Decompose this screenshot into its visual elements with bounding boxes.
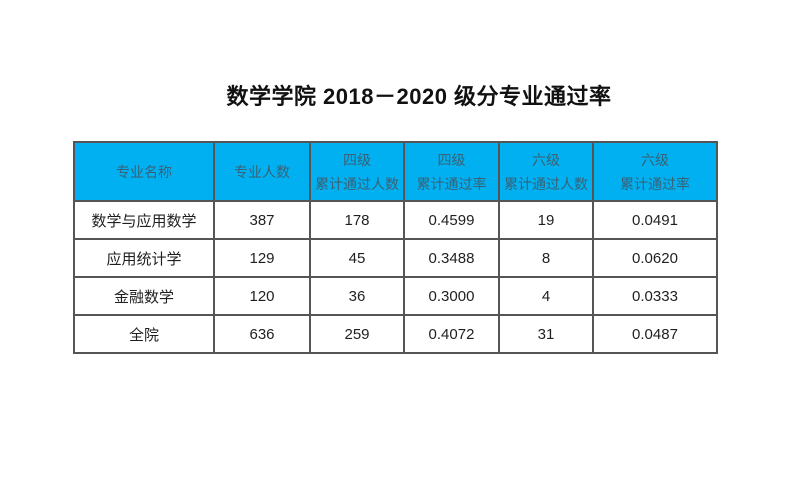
column-header-major-name: 专业名称 bbox=[73, 141, 215, 202]
value-cell: 0.0487 bbox=[592, 314, 718, 354]
value-cell: 4 bbox=[498, 276, 594, 316]
value-cell: 31 bbox=[498, 314, 594, 354]
value-cell: 0.3000 bbox=[403, 276, 500, 316]
value-cell: 259 bbox=[309, 314, 405, 354]
value-cell: 0.0333 bbox=[592, 276, 718, 316]
value-cell: 0.0491 bbox=[592, 200, 718, 240]
column-header-cet6-pass-count: 六级 累计通过人数 bbox=[498, 141, 594, 202]
column-header-label: 累计通过人数 bbox=[315, 175, 399, 192]
value-cell: 0.4599 bbox=[403, 200, 500, 240]
pass-rate-table: 专业名称 专业人数 四级 累计通过人数 四级 累计通过率 六级 累计通过人数 六级 累计通过率 数… bbox=[73, 141, 718, 354]
major-name-cell: 金融数学 bbox=[73, 276, 215, 316]
page-title: 数学学院 2018－2020 级分专业通过率 bbox=[226, 84, 612, 109]
table-row: 金融数学 120 36 0.3000 4 0.0333 bbox=[73, 276, 718, 316]
value-cell: 8 bbox=[498, 238, 594, 278]
value-cell: 178 bbox=[309, 200, 405, 240]
column-header-label: 累计通过人数 bbox=[504, 175, 588, 192]
column-header-label: 累计通过率 bbox=[416, 175, 487, 192]
table-body: 数学与应用数学 387 178 0.4599 19 0.0491 应用统计学 129 45 0.3… bbox=[73, 200, 718, 354]
column-header-label: 六级 bbox=[641, 151, 669, 168]
value-cell: 387 bbox=[213, 200, 311, 240]
value-cell: 0.4072 bbox=[403, 314, 500, 354]
table-row: 应用统计学 129 45 0.3488 8 0.0620 bbox=[73, 238, 718, 278]
column-header-label: 四级 bbox=[343, 151, 371, 168]
table-row: 全院 636 259 0.4072 31 0.0487 bbox=[73, 314, 718, 354]
value-cell: 636 bbox=[213, 314, 311, 354]
table-row: 数学与应用数学 387 178 0.4599 19 0.0491 bbox=[73, 200, 718, 240]
value-cell: 129 bbox=[213, 238, 311, 278]
column-header-label: 专业人数 bbox=[234, 163, 290, 180]
column-header-label: 六级 bbox=[532, 151, 560, 168]
value-cell: 0.3488 bbox=[403, 238, 500, 278]
major-name-cell: 应用统计学 bbox=[73, 238, 215, 278]
value-cell: 36 bbox=[309, 276, 405, 316]
column-header-cet4-pass-count: 四级 累计通过人数 bbox=[309, 141, 405, 202]
major-name-cell: 全院 bbox=[73, 314, 215, 354]
value-cell: 45 bbox=[309, 238, 405, 278]
value-cell: 19 bbox=[498, 200, 594, 240]
major-name-cell: 数学与应用数学 bbox=[73, 200, 215, 240]
column-header-label: 四级 bbox=[437, 151, 466, 168]
column-header-label: 专业名称 bbox=[116, 163, 172, 180]
value-cell: 120 bbox=[213, 276, 311, 316]
column-header-cet6-pass-rate: 六级 累计通过率 bbox=[592, 141, 718, 202]
column-header-major-count: 专业人数 bbox=[213, 141, 311, 202]
column-header-label: 累计通过率 bbox=[620, 175, 690, 192]
table-header-row: 专业名称 专业人数 四级 累计通过人数 四级 累计通过率 六级 累计通过人数 六级 累计通过率 bbox=[73, 141, 718, 202]
column-header-cet4-pass-rate: 四级 累计通过率 bbox=[403, 141, 500, 202]
value-cell: 0.0620 bbox=[592, 238, 718, 278]
